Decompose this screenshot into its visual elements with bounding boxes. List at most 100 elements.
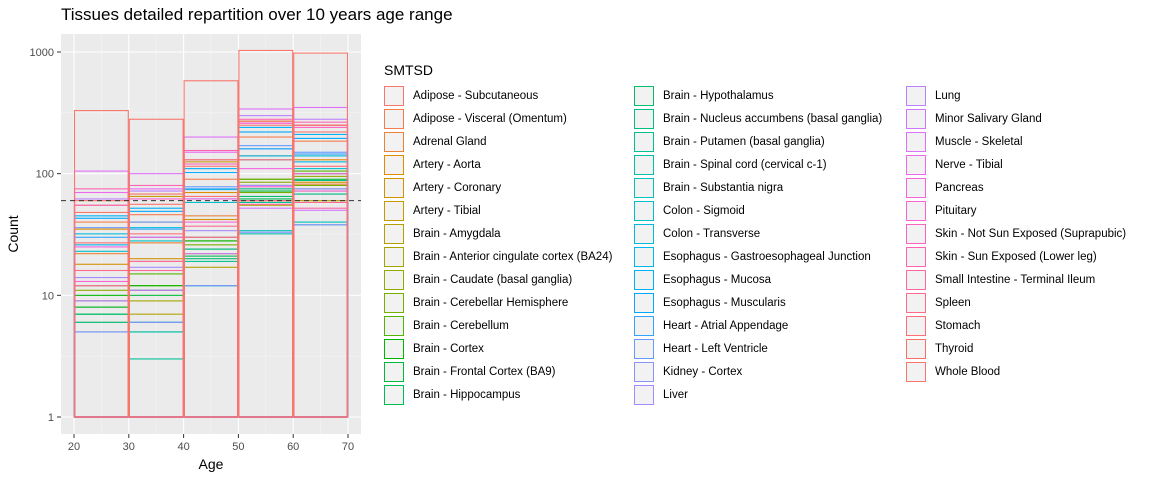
legend-item: Heart - Left Ventricle bbox=[634, 337, 768, 360]
legend-label: Brain - Cerebellum bbox=[413, 319, 509, 332]
y-axis-label: Count bbox=[5, 215, 21, 252]
legend-item: Brain - Hippocampus bbox=[384, 383, 520, 406]
legend-label: Esophagus - Muscularis bbox=[663, 296, 786, 309]
legend-label: Brain - Amygdala bbox=[413, 227, 501, 240]
legend-key bbox=[906, 200, 926, 221]
legend-item: Pancreas bbox=[906, 176, 984, 199]
legend-label: Liver bbox=[663, 388, 688, 401]
bar bbox=[293, 52, 349, 418]
x-axis-label: Age bbox=[199, 456, 224, 472]
legend-label: Colon - Sigmoid bbox=[663, 204, 745, 217]
legend-item: Lung bbox=[906, 84, 961, 107]
x-tick-label: 70 bbox=[342, 441, 354, 453]
legend-key bbox=[384, 154, 404, 175]
legend-key bbox=[634, 269, 654, 290]
legend-key bbox=[634, 131, 654, 152]
bar bbox=[128, 118, 184, 418]
legend-key bbox=[906, 177, 926, 198]
legend-item: Artery - Coronary bbox=[384, 176, 501, 199]
legend-item: Kidney - Cortex bbox=[634, 360, 742, 383]
legend-key bbox=[906, 315, 926, 336]
legend-key bbox=[906, 154, 926, 175]
legend-label: Lung bbox=[935, 89, 961, 102]
legend-key bbox=[634, 292, 654, 313]
bars bbox=[73, 49, 349, 418]
legend-item: Skin - Sun Exposed (Lower leg) bbox=[906, 245, 1097, 268]
legend-key bbox=[906, 361, 926, 382]
legend-item: Heart - Atrial Appendage bbox=[634, 314, 788, 337]
bar bbox=[183, 80, 239, 418]
legend-key bbox=[634, 85, 654, 106]
legend-key bbox=[634, 223, 654, 244]
chart-title: Tissues detailed repartition over 10 yea… bbox=[61, 5, 453, 24]
x-tick-label: 50 bbox=[232, 441, 244, 453]
legend-label: Adipose - Subcutaneous bbox=[413, 89, 539, 102]
legend-key bbox=[384, 177, 404, 198]
legend-item: Artery - Tibial bbox=[384, 199, 481, 222]
legend-label: Adrenal Gland bbox=[413, 135, 487, 148]
legend-key bbox=[906, 85, 926, 106]
legend-item: Muscle - Skeletal bbox=[906, 130, 1023, 153]
legend-label: Brain - Hypothalamus bbox=[663, 89, 774, 102]
legend-item: Colon - Transverse bbox=[634, 222, 760, 245]
bar bbox=[238, 49, 294, 418]
x-tick-label: 60 bbox=[287, 441, 299, 453]
legend-label: Skin - Sun Exposed (Lower leg) bbox=[935, 250, 1097, 263]
x-tick-label: 40 bbox=[177, 441, 189, 453]
legend-title: SMTSD bbox=[384, 62, 433, 78]
legend-item: Esophagus - Gastroesophageal Junction bbox=[634, 245, 871, 268]
legend-key bbox=[384, 292, 404, 313]
legend-key bbox=[906, 338, 926, 359]
legend-label: Brain - Anterior cingulate cortex (BA24) bbox=[413, 250, 613, 263]
legend-item: Brain - Frontal Cortex (BA9) bbox=[384, 360, 556, 383]
x-tick-label: 30 bbox=[123, 441, 135, 453]
y-tick-label: 100 bbox=[36, 169, 54, 181]
legend-key bbox=[906, 223, 926, 244]
legend-label: Minor Salivary Gland bbox=[935, 112, 1042, 125]
legend-label: Brain - Substantia nigra bbox=[663, 181, 784, 194]
legend-item: Esophagus - Mucosa bbox=[634, 268, 771, 291]
legend-item: Adipose - Subcutaneous bbox=[384, 84, 538, 107]
legend-item: Brain - Nucleus accumbens (basal ganglia… bbox=[634, 107, 882, 130]
legend-key bbox=[634, 361, 654, 382]
x-tick-label: 20 bbox=[68, 441, 80, 453]
legend-key bbox=[634, 384, 654, 405]
legend-label: Brain - Caudate (basal ganglia) bbox=[413, 273, 573, 286]
legend-label: Brain - Spinal cord (cervical c-1) bbox=[663, 158, 827, 171]
legend-key bbox=[906, 269, 926, 290]
y-tick-label: 10 bbox=[42, 290, 54, 302]
legend-item: Esophagus - Muscularis bbox=[634, 291, 786, 314]
legend-key bbox=[384, 269, 404, 290]
legend: SMTSD Adipose - Subcutaneous Adipose - Vi… bbox=[384, 62, 1144, 405]
legend-item: Stomach bbox=[906, 314, 980, 337]
legend-item: Adrenal Gland bbox=[384, 130, 487, 153]
legend-item: Nerve - Tibial bbox=[906, 153, 1003, 176]
legend-item: Liver bbox=[634, 383, 688, 406]
legend-label: Esophagus - Gastroesophageal Junction bbox=[663, 250, 871, 263]
legend-key bbox=[384, 223, 404, 244]
legend-label: Artery - Aorta bbox=[413, 158, 481, 171]
legend-label: Spleen bbox=[935, 296, 971, 309]
legend-item: Artery - Aorta bbox=[384, 153, 481, 176]
legend-key bbox=[384, 315, 404, 336]
legend-item: Small Intestine - Terminal Ileum bbox=[906, 268, 1095, 291]
legend-label: Kidney - Cortex bbox=[663, 365, 743, 378]
legend-item: Brain - Putamen (basal ganglia) bbox=[634, 130, 825, 153]
legend-key bbox=[634, 315, 654, 336]
legend-item: Minor Salivary Gland bbox=[906, 107, 1042, 130]
legend-key bbox=[634, 154, 654, 175]
legend-label: Colon - Transverse bbox=[663, 227, 761, 240]
legend-item: Brain - Spinal cord (cervical c-1) bbox=[634, 153, 827, 176]
legend-key bbox=[634, 246, 654, 267]
legend-item: Adipose - Visceral (Omentum) bbox=[384, 107, 567, 130]
legend-key bbox=[906, 108, 926, 129]
legend-item: Brain - Amygdala bbox=[384, 222, 501, 245]
legend-key bbox=[634, 200, 654, 221]
legend-key bbox=[634, 338, 654, 359]
legend-label: Brain - Frontal Cortex (BA9) bbox=[413, 365, 556, 378]
legend-label: Heart - Atrial Appendage bbox=[663, 319, 789, 332]
legend-key bbox=[634, 108, 654, 129]
legend-key bbox=[384, 361, 404, 382]
legend-key bbox=[634, 177, 654, 198]
legend-label: Small Intestine - Terminal Ileum bbox=[935, 273, 1096, 286]
